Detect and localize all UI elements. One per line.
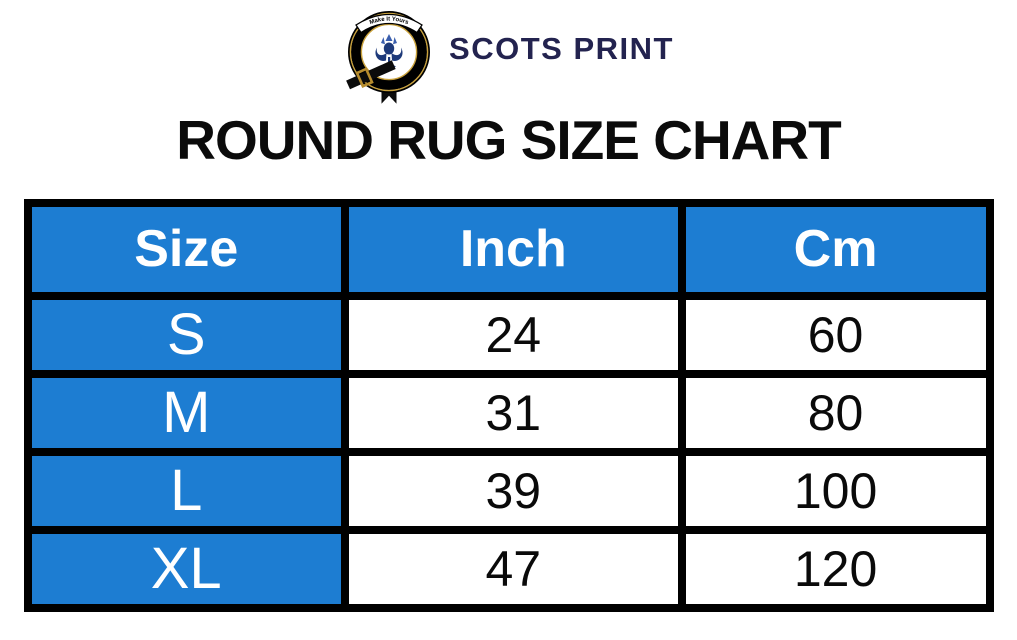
cm-cell: 60	[677, 291, 994, 378]
table-row-m: M 31 80	[23, 369, 994, 456]
brand-name: SCOTS PRINT	[449, 31, 674, 66]
size-cell: XL	[23, 525, 349, 612]
inch-cell: 31	[340, 369, 686, 456]
banner-text: Make It Yours	[369, 16, 410, 26]
inch-cell: 24	[340, 291, 686, 378]
cm-cell: 120	[677, 525, 994, 612]
svg-text:Make It Yours: Make It Yours	[369, 16, 410, 26]
col-header-cm: Cm	[677, 198, 994, 300]
page-title: ROUND RUG SIZE CHART	[176, 109, 841, 171]
table-row-s: S 24 60	[23, 291, 994, 378]
size-cell: L	[23, 447, 349, 534]
scots-print-crest-icon: Make It Yours	[343, 5, 435, 107]
col-header-size: Size	[23, 198, 349, 300]
table-row-xl: XL 47 120	[23, 525, 994, 612]
size-cell: M	[23, 369, 349, 456]
inch-cell: 39	[340, 447, 686, 534]
table-row-l: L 39 100	[23, 447, 994, 534]
table-header-row: Size Inch Cm	[23, 198, 994, 300]
brand-header: Make It Yours SCOTS PRINT	[0, 0, 1017, 107]
cm-cell: 80	[677, 369, 994, 456]
inch-cell: 47	[340, 525, 686, 612]
size-cell: S	[23, 291, 349, 378]
cm-cell: 100	[677, 447, 994, 534]
size-chart-table: Size Inch Cm S 24 60 M 31 80 L 39 100	[23, 198, 994, 612]
col-header-inch: Inch	[340, 198, 686, 300]
